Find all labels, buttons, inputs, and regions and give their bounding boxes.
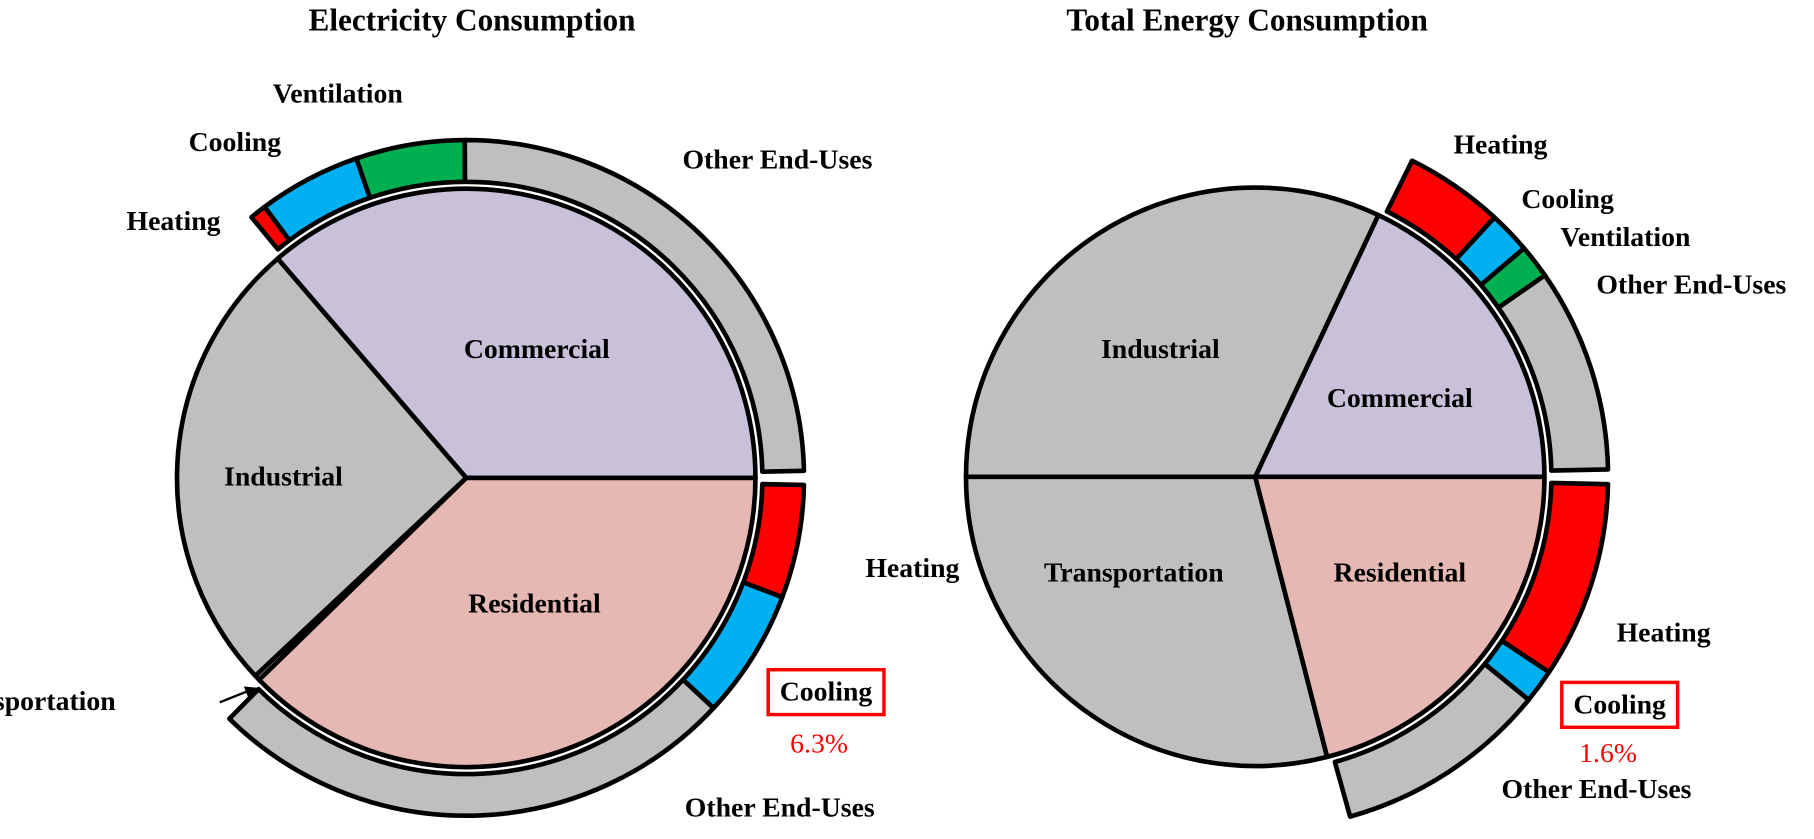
- chart-title: Electricity Consumption: [309, 2, 636, 37]
- segment-label: Transportation: [0, 686, 116, 717]
- end-use-label: Ventilation: [1560, 222, 1691, 253]
- end-use-label: Ventilation: [273, 79, 404, 110]
- end-use-label: Heating: [1453, 129, 1547, 160]
- pie-slice: [1252, 474, 1547, 760]
- segment-label: Residential: [468, 589, 601, 620]
- value-label: 6.3%: [790, 729, 848, 760]
- pie-slice: [275, 186, 758, 481]
- end-use-label: Cooling: [189, 127, 282, 158]
- end-use-label: Cooling: [1573, 689, 1666, 720]
- ring-segment: [741, 481, 807, 600]
- segment-label: Industrial: [224, 461, 343, 492]
- end-use-label: Other End-Uses: [1596, 269, 1786, 300]
- end-use-label: Heating: [1617, 618, 1711, 649]
- end-use-label: Heating: [127, 206, 221, 237]
- ring-segment: [249, 204, 292, 252]
- ring-segment: [1384, 158, 1497, 262]
- end-use-label: Other End-Uses: [682, 144, 872, 175]
- pie-slice: [963, 185, 1381, 480]
- highlight-box: [766, 667, 886, 717]
- pie-slice: [256, 475, 758, 770]
- pie-slice: [174, 256, 469, 679]
- segment-label: Transportation: [1044, 557, 1224, 588]
- end-use-label: Heating: [865, 553, 959, 584]
- pie-slice: [1252, 212, 1547, 480]
- ring-segment: [1499, 480, 1611, 675]
- chart-title: Total Energy Consumption: [1066, 2, 1427, 37]
- end-use-label: Other End-Uses: [1502, 774, 1692, 805]
- pie-slice: [963, 474, 1330, 769]
- segment-label: Residential: [1334, 557, 1467, 588]
- end-use-label: Cooling: [1521, 184, 1614, 215]
- segment-label: Industrial: [1101, 334, 1220, 365]
- highlight-box: [1560, 680, 1680, 730]
- end-use-label: Cooling: [780, 677, 873, 708]
- segment-label: Commercial: [464, 334, 610, 365]
- segment-label: Commercial: [1327, 383, 1473, 414]
- value-label: 1.6%: [1579, 738, 1637, 769]
- pointer-arrow: [219, 686, 257, 704]
- end-use-label: Other End-Uses: [685, 792, 875, 823]
